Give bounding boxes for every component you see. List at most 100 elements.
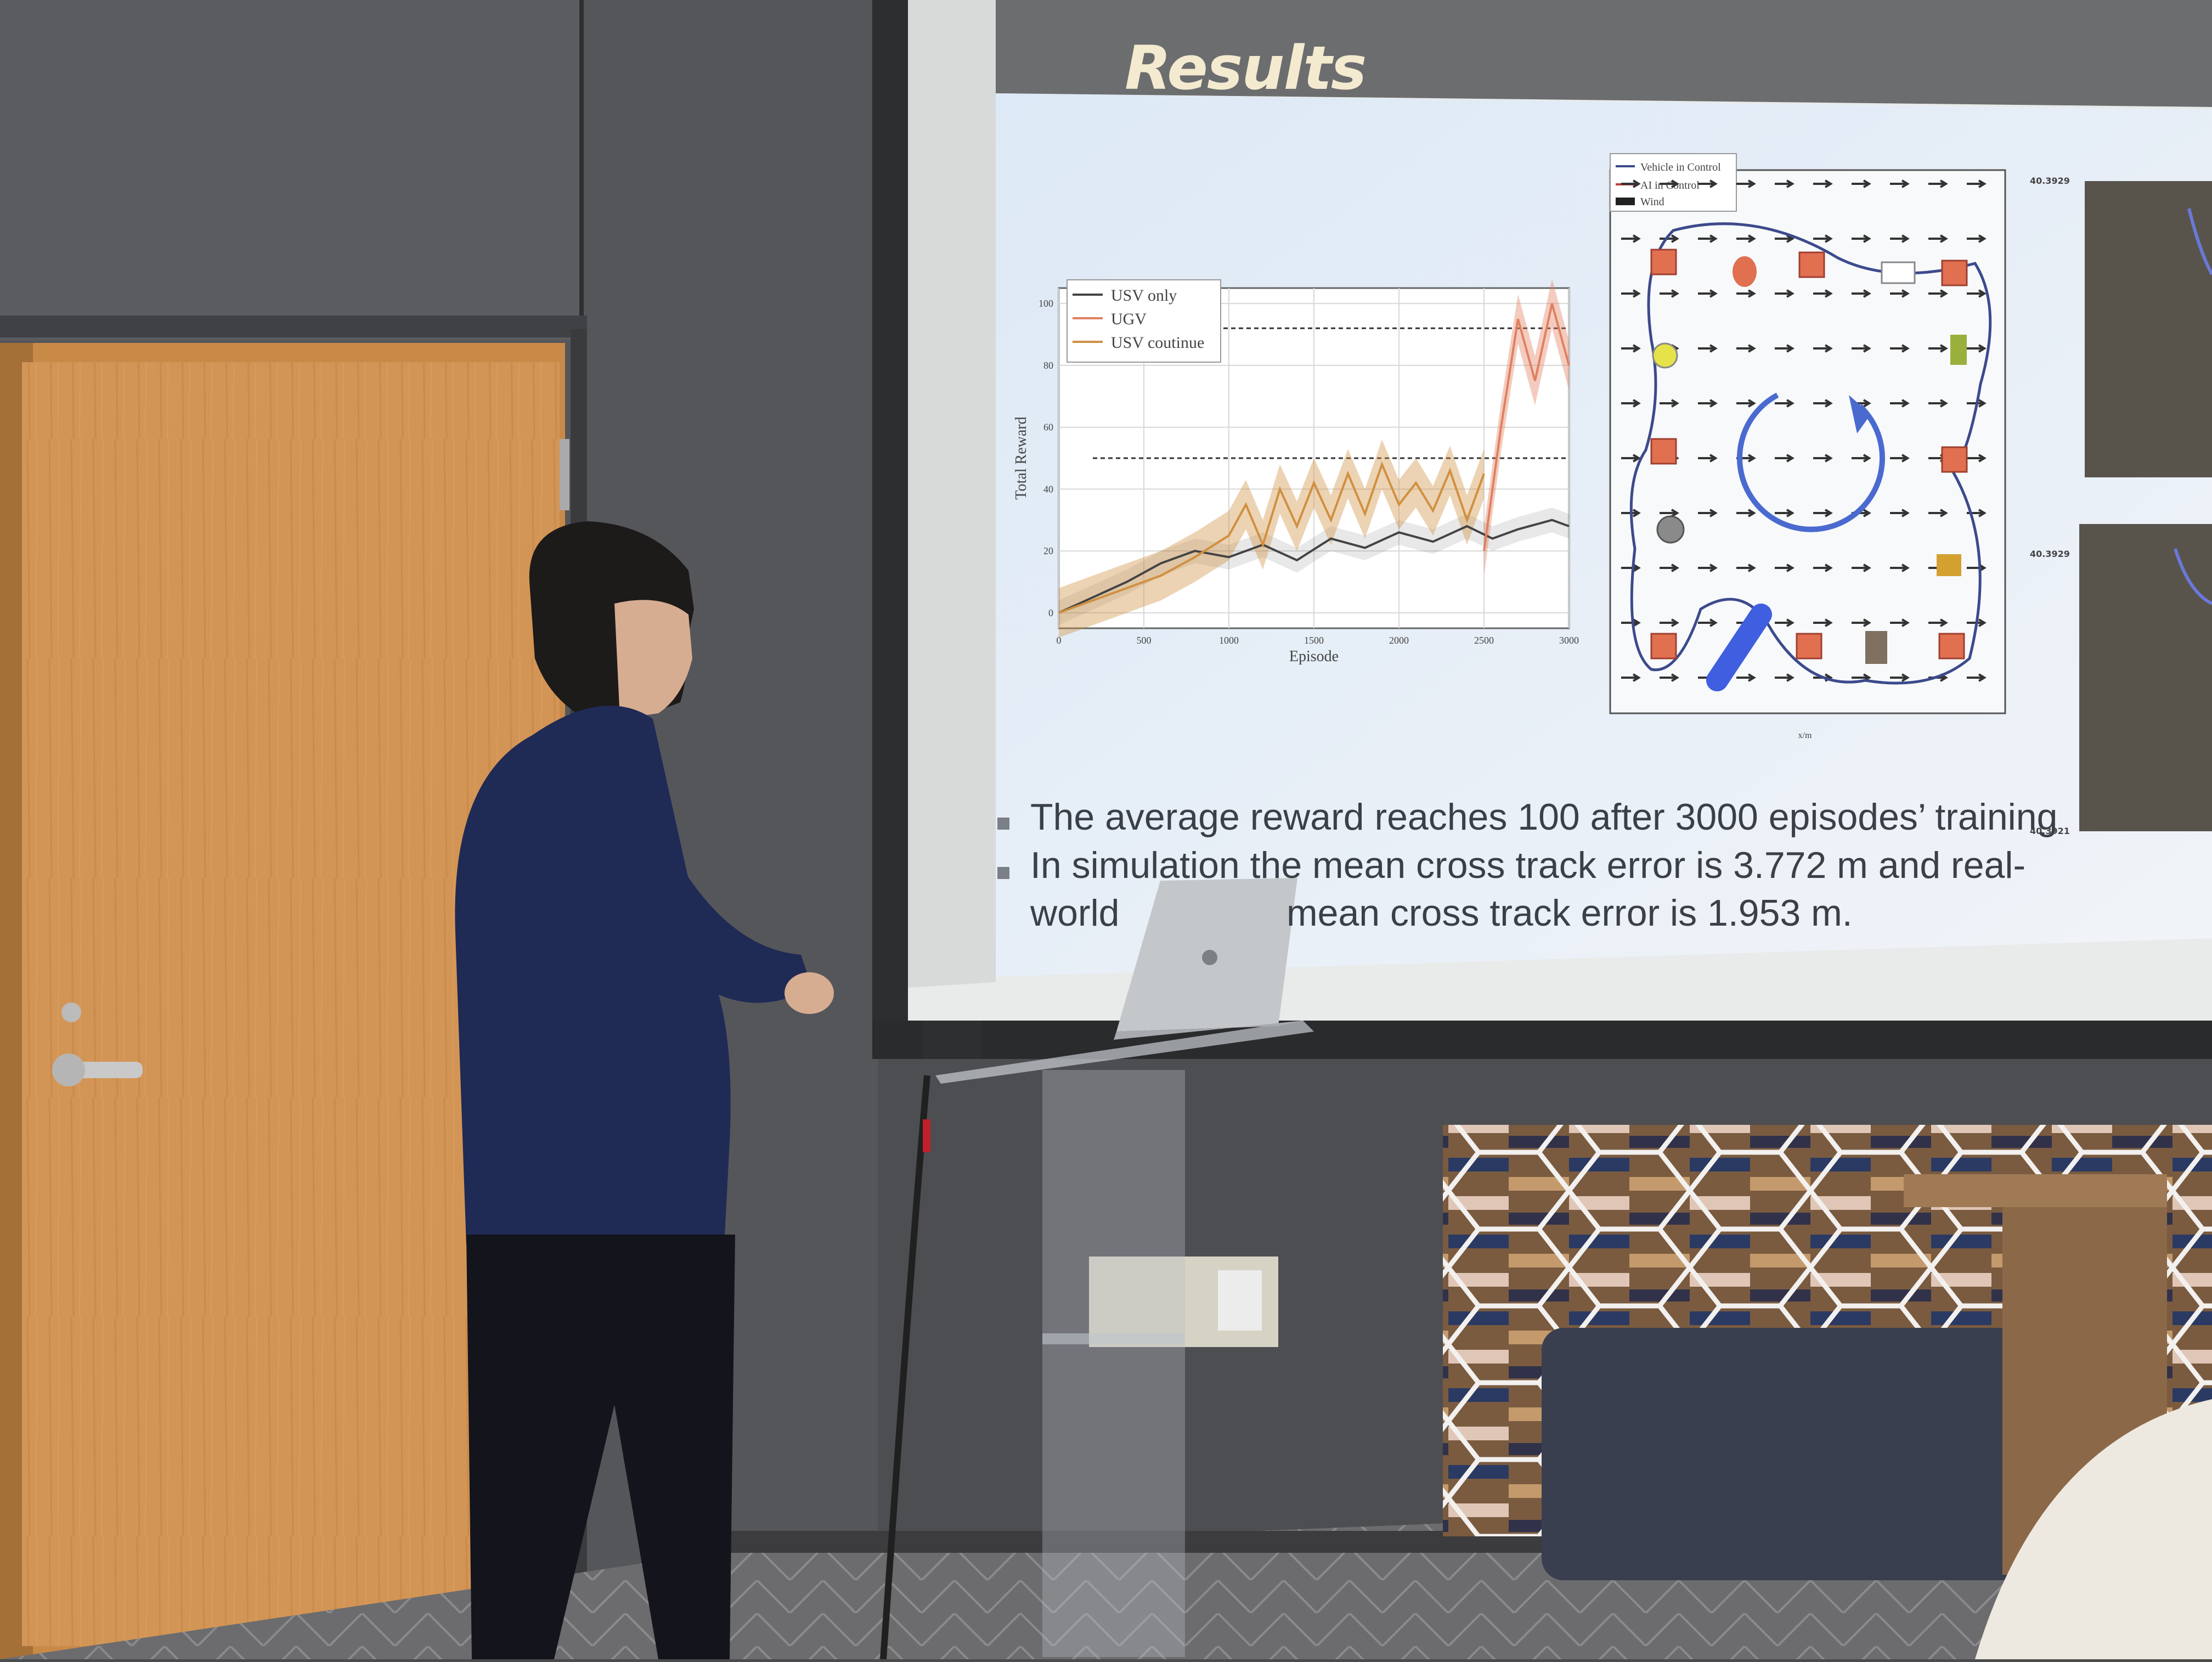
audience-shoulder	[1975, 1399, 2212, 1659]
wind-arrow	[1813, 344, 1833, 353]
wind-arrow	[1967, 344, 1987, 353]
wind-arrow	[1967, 399, 1987, 408]
wind-arrow	[1967, 234, 1987, 243]
wind-arrow	[1775, 618, 1795, 627]
wind-arrow	[1852, 179, 1871, 188]
wind-arrow	[1928, 179, 1948, 188]
series-line	[1058, 461, 1485, 614]
wind-arrow	[1621, 618, 1641, 627]
track-legend-wind: Wind	[1640, 196, 1664, 208]
wind-arrow	[1698, 399, 1718, 408]
wind-arrow	[1967, 618, 1987, 627]
svg-text:40.3929: 40.3929	[2030, 176, 2070, 186]
wind-arrow	[1698, 564, 1718, 572]
bullet-1: The average reward reaches 100 after 300…	[1030, 796, 2058, 838]
wind-arrow	[1813, 234, 1833, 243]
svg-text:40.3929: 40.3929	[2030, 549, 2070, 559]
wind-arrow	[1967, 454, 1987, 463]
presenter	[455, 521, 834, 1659]
y-tick-label: 20	[1043, 545, 1053, 556]
confidence-band	[1059, 440, 1484, 638]
wind-arrow	[1775, 509, 1795, 517]
wind-arrow	[1660, 618, 1679, 627]
wind-arrow	[1660, 509, 1679, 517]
wind-arrow	[1813, 289, 1833, 298]
wind-arrow	[1660, 179, 1679, 188]
obstacle-markers	[1650, 249, 1968, 691]
wind-arrow	[1890, 399, 1910, 408]
wind-arrow	[1813, 179, 1833, 188]
wind-arrow	[1775, 289, 1795, 298]
x-tick-label: 1500	[1304, 635, 1324, 646]
wind-arrow	[1698, 344, 1718, 353]
wind-arrow	[1852, 618, 1871, 627]
wind-arrow	[1736, 344, 1756, 353]
wind-arrow	[1813, 509, 1833, 517]
wind-arrow	[1775, 179, 1795, 188]
track-path	[1629, 222, 1992, 685]
wind-arrow	[1698, 179, 1718, 188]
wind-arrow	[1698, 289, 1718, 298]
chart-series-layer	[1058, 303, 1570, 614]
wind-arrow	[1967, 673, 1987, 682]
track-plot: Vehicle in Control AI in Control Wind	[1609, 153, 2006, 740]
wind-arrow	[1852, 234, 1871, 243]
wind-arrow	[1890, 289, 1910, 298]
svg-text:40.3921: 40.3921	[2030, 826, 2070, 836]
wind-arrow	[1813, 454, 1833, 463]
x-tick-label: 2500	[1474, 635, 1494, 646]
wind-arrow	[1852, 344, 1871, 353]
x-tick-label: 1000	[1219, 635, 1239, 646]
wind-arrow	[1698, 618, 1718, 627]
wind-arrow	[1928, 618, 1948, 627]
legend-label-usv-only: USV only	[1111, 286, 1177, 305]
wind-arrow	[1928, 234, 1948, 243]
wind-arrow	[1660, 399, 1679, 408]
wind-arrow	[1852, 564, 1871, 572]
wind-arrow	[1621, 673, 1641, 682]
y-tick-label: 60	[1043, 422, 1053, 433]
wind-arrow	[1775, 454, 1795, 463]
circle-path	[1737, 392, 1886, 532]
chart-tick-layer: 0 500 1000 1500 2000 2500 3000 0 20 40 60 80 100	[1039, 298, 1579, 646]
wind-arrow	[1621, 564, 1641, 572]
wind-arrow	[1736, 289, 1756, 298]
legend-label-ugv: UGV	[1111, 310, 1147, 328]
bullet-2-cont-b: mean cross track error is 1.953 m.	[1286, 892, 1853, 934]
wind-arrow	[1928, 399, 1948, 408]
chart-legend: USV only UGV USV coutinue	[1066, 279, 1221, 363]
wind-arrow	[1736, 673, 1756, 682]
wind-arrow	[1621, 399, 1641, 408]
series-line	[1483, 303, 1570, 551]
bullet-2: In simulation the mean cross track error…	[1030, 844, 2026, 886]
y-tick-label: 100	[1039, 298, 1053, 309]
x-tick-label: 2000	[1389, 635, 1409, 646]
wind-arrow	[1890, 454, 1910, 463]
wind-arrow	[1736, 179, 1756, 188]
laptop	[1114, 878, 1303, 1040]
wind-arrow	[1813, 618, 1833, 627]
wind-arrow	[1967, 179, 1987, 188]
wind-arrow	[1698, 234, 1718, 243]
track-legend: Vehicle in Control AI in Control Wind	[1610, 153, 1737, 212]
gps-map-panels: 40.3929 40.3929 40.3921	[2030, 176, 2212, 836]
wind-arrow	[1736, 234, 1756, 243]
wind-arrow	[1775, 344, 1795, 353]
wind-arrow	[1928, 289, 1948, 298]
reward-chart: 0 500 1000 1500 2000 2500 3000 0 20 40 60 80 100 Epi…	[1013, 279, 1579, 665]
x-tick-label: 0	[1057, 635, 1062, 646]
wind-arrow	[1775, 234, 1795, 243]
wind-arrow	[1621, 234, 1641, 243]
bullet-marker-1	[997, 818, 1009, 830]
series-line	[1058, 519, 1570, 614]
wind-arrow	[1852, 454, 1871, 463]
y-tick-label: 0	[1048, 607, 1053, 618]
wind-arrow	[1890, 344, 1910, 353]
slide-title: Results	[1125, 33, 1367, 103]
wind-arrow	[1890, 509, 1910, 517]
wind-arrow	[1736, 399, 1756, 408]
wind-arrow	[1736, 509, 1756, 517]
wind-arrow	[1852, 289, 1871, 298]
